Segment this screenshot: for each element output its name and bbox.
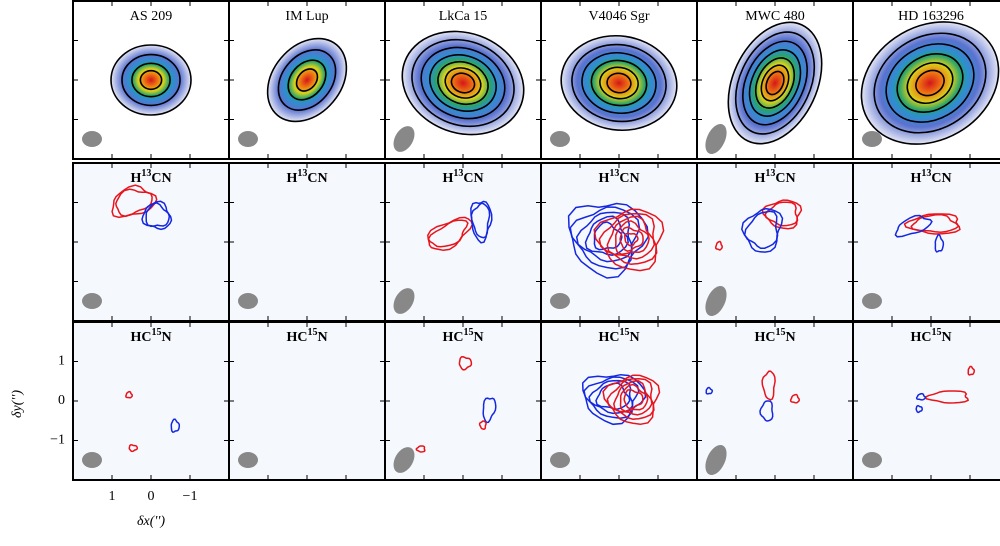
panel: H13CN [229, 163, 385, 321]
line-label-part: HC [754, 330, 775, 345]
line-label-sup: 15 [775, 327, 785, 338]
beam [550, 293, 570, 309]
beam [550, 131, 570, 147]
line-label-sup: 15 [619, 327, 629, 338]
line-label-sup: 13 [453, 168, 463, 179]
line-label: HC15N [598, 327, 639, 345]
panel: H13CN [541, 163, 697, 321]
panel: AS 209 [73, 1, 229, 159]
x-tick-label: 0 [148, 489, 155, 504]
line-label-part: CN [619, 171, 639, 186]
panel: H13CN [385, 163, 541, 321]
line-label-sup: 13 [921, 168, 931, 179]
beam [238, 452, 258, 468]
panel: HC15N [385, 322, 541, 480]
line-label-sup: 15 [931, 327, 941, 338]
panel: H13CN [853, 163, 1000, 321]
line-label-part: HC [598, 330, 619, 345]
panel: IM Lup [229, 1, 385, 159]
line-label-part: HC [286, 330, 307, 345]
line-label: H13CN [598, 168, 639, 186]
line-label-part: HC [910, 330, 931, 345]
beam [862, 293, 882, 309]
line-label-sup: 13 [141, 168, 151, 179]
line-label-sup: 15 [307, 327, 317, 338]
y-tick-label: −1 [50, 433, 65, 448]
beam [238, 131, 258, 147]
panel: HD 163296 [839, 0, 1000, 168]
panel: MWC 480 [697, 1, 853, 159]
line-label-sup: 13 [765, 168, 775, 179]
line-label: H13CN [442, 168, 483, 186]
source-name: LkCa 15 [439, 9, 488, 24]
panel: LkCa 15 [385, 1, 541, 159]
panel: HC15N [697, 322, 853, 480]
line-label-part: CN [307, 171, 327, 186]
panel: H13CN [697, 163, 853, 321]
line-label: H13CN [286, 168, 327, 186]
line-label: HC15N [130, 327, 171, 345]
line-label-part: HC [442, 330, 463, 345]
figure: AS 209H13CNHC15N10−1−101IM LupH13CNHC15N… [0, 0, 1000, 541]
line-label: HC15N [754, 327, 795, 345]
line-label-part: HC [130, 330, 151, 345]
x-tick-label: 1 [109, 489, 116, 504]
line-label-part: CN [775, 171, 795, 186]
line-label-sup: 13 [297, 168, 307, 179]
line-label-part: H [754, 171, 765, 186]
line-label-part: H [130, 171, 141, 186]
line-label-sup: 15 [463, 327, 473, 338]
beam [82, 452, 102, 468]
panel: H13CN [73, 163, 229, 321]
line-label: H13CN [754, 168, 795, 186]
source-name: MWC 480 [745, 9, 805, 24]
line-label-part: N [785, 330, 795, 345]
panel: HC15N [73, 322, 229, 480]
line-label-part: H [286, 171, 297, 186]
panel: HC15N [541, 322, 697, 480]
source-name: AS 209 [130, 9, 172, 24]
y-axis-label: δy('') [10, 390, 25, 418]
line-label-part: H [910, 171, 921, 186]
source-name: HD 163296 [898, 9, 964, 24]
beam [862, 131, 882, 147]
y-tick-label: 1 [58, 354, 65, 369]
source-name: V4046 Sgr [588, 9, 649, 24]
line-label-part: N [629, 330, 639, 345]
line-label-part: CN [151, 171, 171, 186]
beam [82, 131, 102, 147]
line-label: H13CN [130, 168, 171, 186]
panel: V4046 Sgr [541, 1, 697, 159]
beam [82, 293, 102, 309]
line-label-part: CN [931, 171, 951, 186]
beam [862, 452, 882, 468]
x-tick-label: −1 [183, 489, 198, 504]
beam [238, 293, 258, 309]
panel: HC15N [853, 322, 1000, 480]
line-label-part: H [442, 171, 453, 186]
line-label: HC15N [286, 327, 327, 345]
y-tick-label: 0 [58, 393, 65, 408]
beam [550, 452, 570, 468]
line-label-sup: 13 [609, 168, 619, 179]
line-label: HC15N [442, 327, 483, 345]
source-name: IM Lup [285, 9, 328, 24]
line-label-part: N [317, 330, 327, 345]
x-axis-label: δx('') [137, 514, 165, 529]
panel: HC15N [229, 322, 385, 480]
line-label: H13CN [910, 168, 951, 186]
line-label-part: N [161, 330, 171, 345]
line-label: HC15N [910, 327, 951, 345]
line-label-sup: 15 [151, 327, 161, 338]
line-label-part: N [941, 330, 951, 345]
line-label-part: H [598, 171, 609, 186]
line-label-part: CN [463, 171, 483, 186]
line-label-part: N [473, 330, 483, 345]
